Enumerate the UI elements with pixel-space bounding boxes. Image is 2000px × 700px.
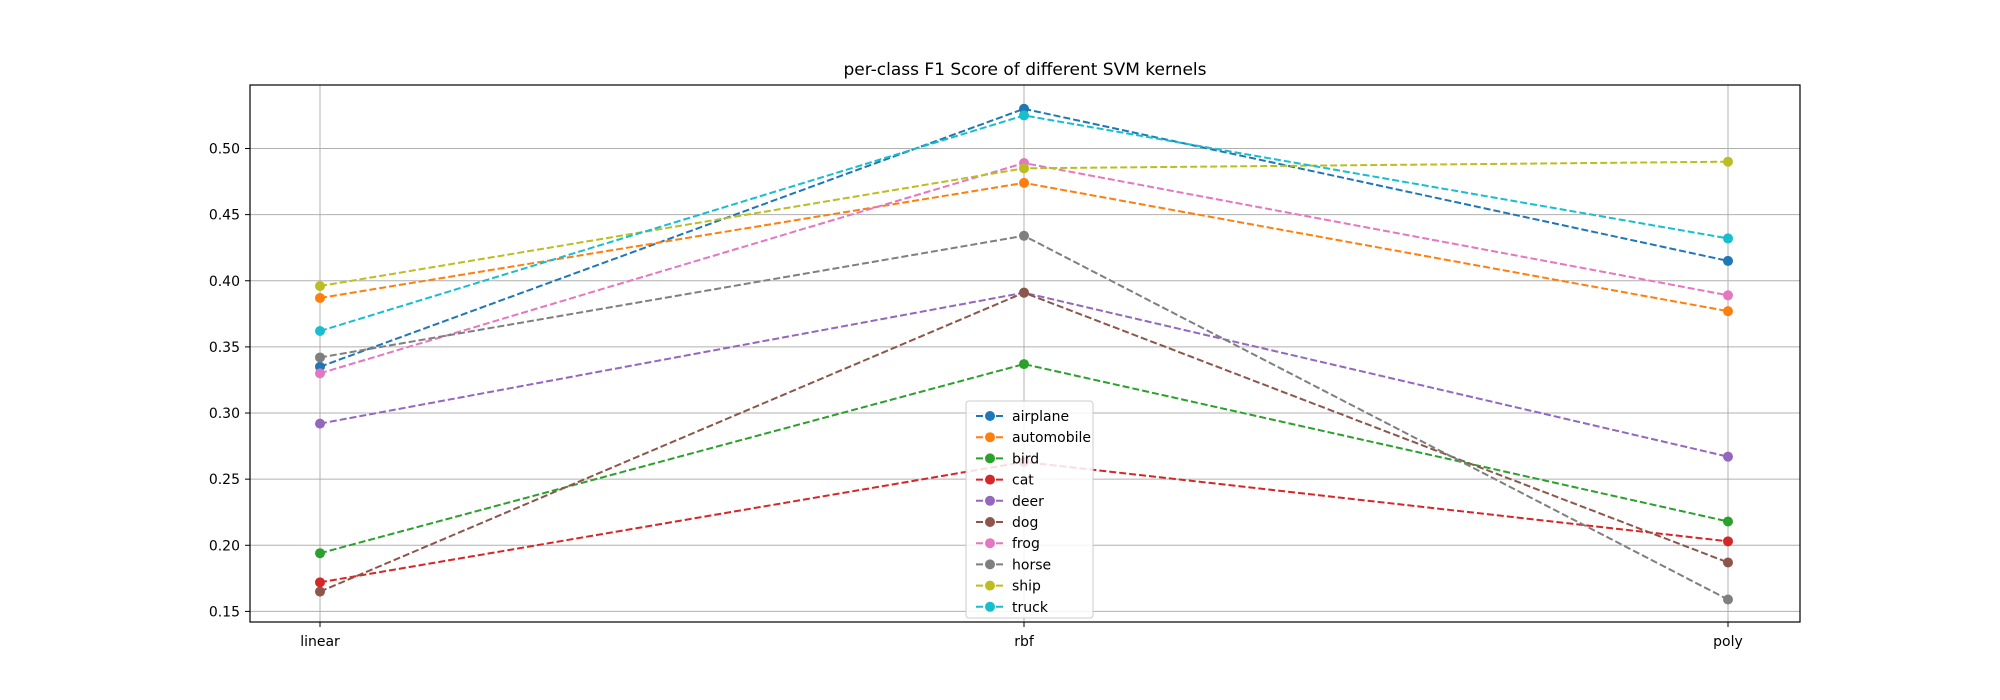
data-point-dog-poly	[1723, 557, 1733, 568]
legend-label: dog	[1012, 515, 1038, 531]
legend-label: deer	[1012, 494, 1044, 510]
legend: airplane automobile bird cat deer dog frog hors…	[965, 400, 1094, 619]
data-point-cat-linear	[315, 577, 325, 588]
legend-item-ship: ship	[976, 579, 1041, 595]
data-point-dog-rbf	[1019, 287, 1029, 298]
data-point-ship-rbf	[1019, 163, 1029, 174]
legend-label: bird	[1012, 451, 1039, 467]
legend-label: automobile	[1012, 430, 1091, 446]
y-tick-label: 0.30	[209, 406, 240, 422]
data-point-ship-linear	[315, 281, 325, 292]
legend-marker	[985, 559, 995, 570]
plot-frame	[249, 84, 1801, 623]
data-point-truck-rbf	[1019, 110, 1029, 121]
data-point-horse-linear	[315, 352, 325, 363]
legend-label: cat	[1012, 473, 1034, 489]
axis-layer: 0.15 0.20 0.25 0.30 0.35 0.40 0.45 0.50 linear rb…	[209, 141, 1743, 650]
data-point-deer-linear	[315, 418, 325, 429]
series-horse	[315, 230, 1733, 605]
legend-marker	[985, 432, 995, 443]
data-point-automobile-poly	[1723, 306, 1733, 317]
data-point-truck-poly	[1723, 233, 1733, 244]
legend-item-cat: cat	[976, 473, 1034, 489]
legend-item-bird: bird	[976, 451, 1039, 467]
legend-label: ship	[1012, 579, 1041, 595]
series-automobile	[315, 177, 1733, 317]
x-tick-label-poly: poly	[1713, 634, 1743, 650]
y-tick-label: 0.50	[209, 141, 240, 157]
legend-marker	[985, 601, 995, 612]
data-point-automobile-rbf	[1019, 177, 1029, 188]
legend-item-airplane: airplane	[976, 409, 1069, 425]
legend-label: horse	[1012, 557, 1051, 573]
data-point-frog-poly	[1723, 290, 1733, 301]
series-truck	[315, 110, 1733, 337]
data-point-bird-rbf	[1019, 359, 1029, 370]
legend-label: airplane	[1012, 409, 1069, 425]
data-point-horse-rbf	[1019, 230, 1029, 241]
legend-label: frog	[1012, 536, 1040, 552]
y-tick-label: 0.45	[209, 208, 240, 224]
legend-marker	[985, 580, 995, 591]
legend-marker	[985, 538, 995, 549]
y-tick-label: 0.35	[209, 340, 240, 356]
y-tick-label: 0.25	[209, 472, 240, 488]
series-bird	[315, 359, 1733, 559]
x-tick-label-linear: linear	[300, 634, 340, 650]
series-dog	[315, 287, 1733, 597]
legend-item-horse: horse	[976, 557, 1051, 573]
data-point-automobile-linear	[315, 292, 325, 303]
x-tick-label-rbf: rbf	[1014, 634, 1035, 650]
data-point-truck-linear	[315, 326, 325, 337]
legend-item-frog: frog	[976, 536, 1040, 552]
legend-marker	[985, 517, 995, 527]
data-point-deer-poly	[1723, 451, 1733, 462]
legend-marker	[985, 474, 995, 485]
data-point-bird-poly	[1723, 516, 1733, 527]
y-tick-label: 0.15	[209, 604, 240, 620]
legend-marker	[985, 453, 995, 464]
data-point-horse-poly	[1723, 594, 1733, 605]
chart-title: per-class F1 Score of different SVM kern…	[844, 60, 1207, 80]
series-ship	[315, 156, 1733, 292]
y-tick-label: 0.20	[209, 538, 240, 554]
data-point-ship-poly	[1723, 156, 1733, 167]
legend-label: truck	[1012, 600, 1049, 616]
legend-item-truck: truck	[976, 600, 1049, 616]
data-point-bird-linear	[315, 548, 325, 559]
data-point-cat-poly	[1723, 536, 1733, 547]
legend-item-dog: dog	[976, 515, 1038, 531]
data-point-frog-linear	[315, 368, 325, 379]
legend-marker	[985, 411, 995, 421]
y-tick-label: 0.40	[209, 274, 240, 290]
series-line-bird	[319, 363, 1729, 555]
data-point-airplane-poly	[1723, 255, 1733, 266]
legend-marker	[985, 495, 995, 506]
legend-item-automobile: automobile	[976, 430, 1091, 446]
data-point-dog-linear	[315, 586, 325, 597]
legend-item-deer: deer	[976, 494, 1044, 510]
